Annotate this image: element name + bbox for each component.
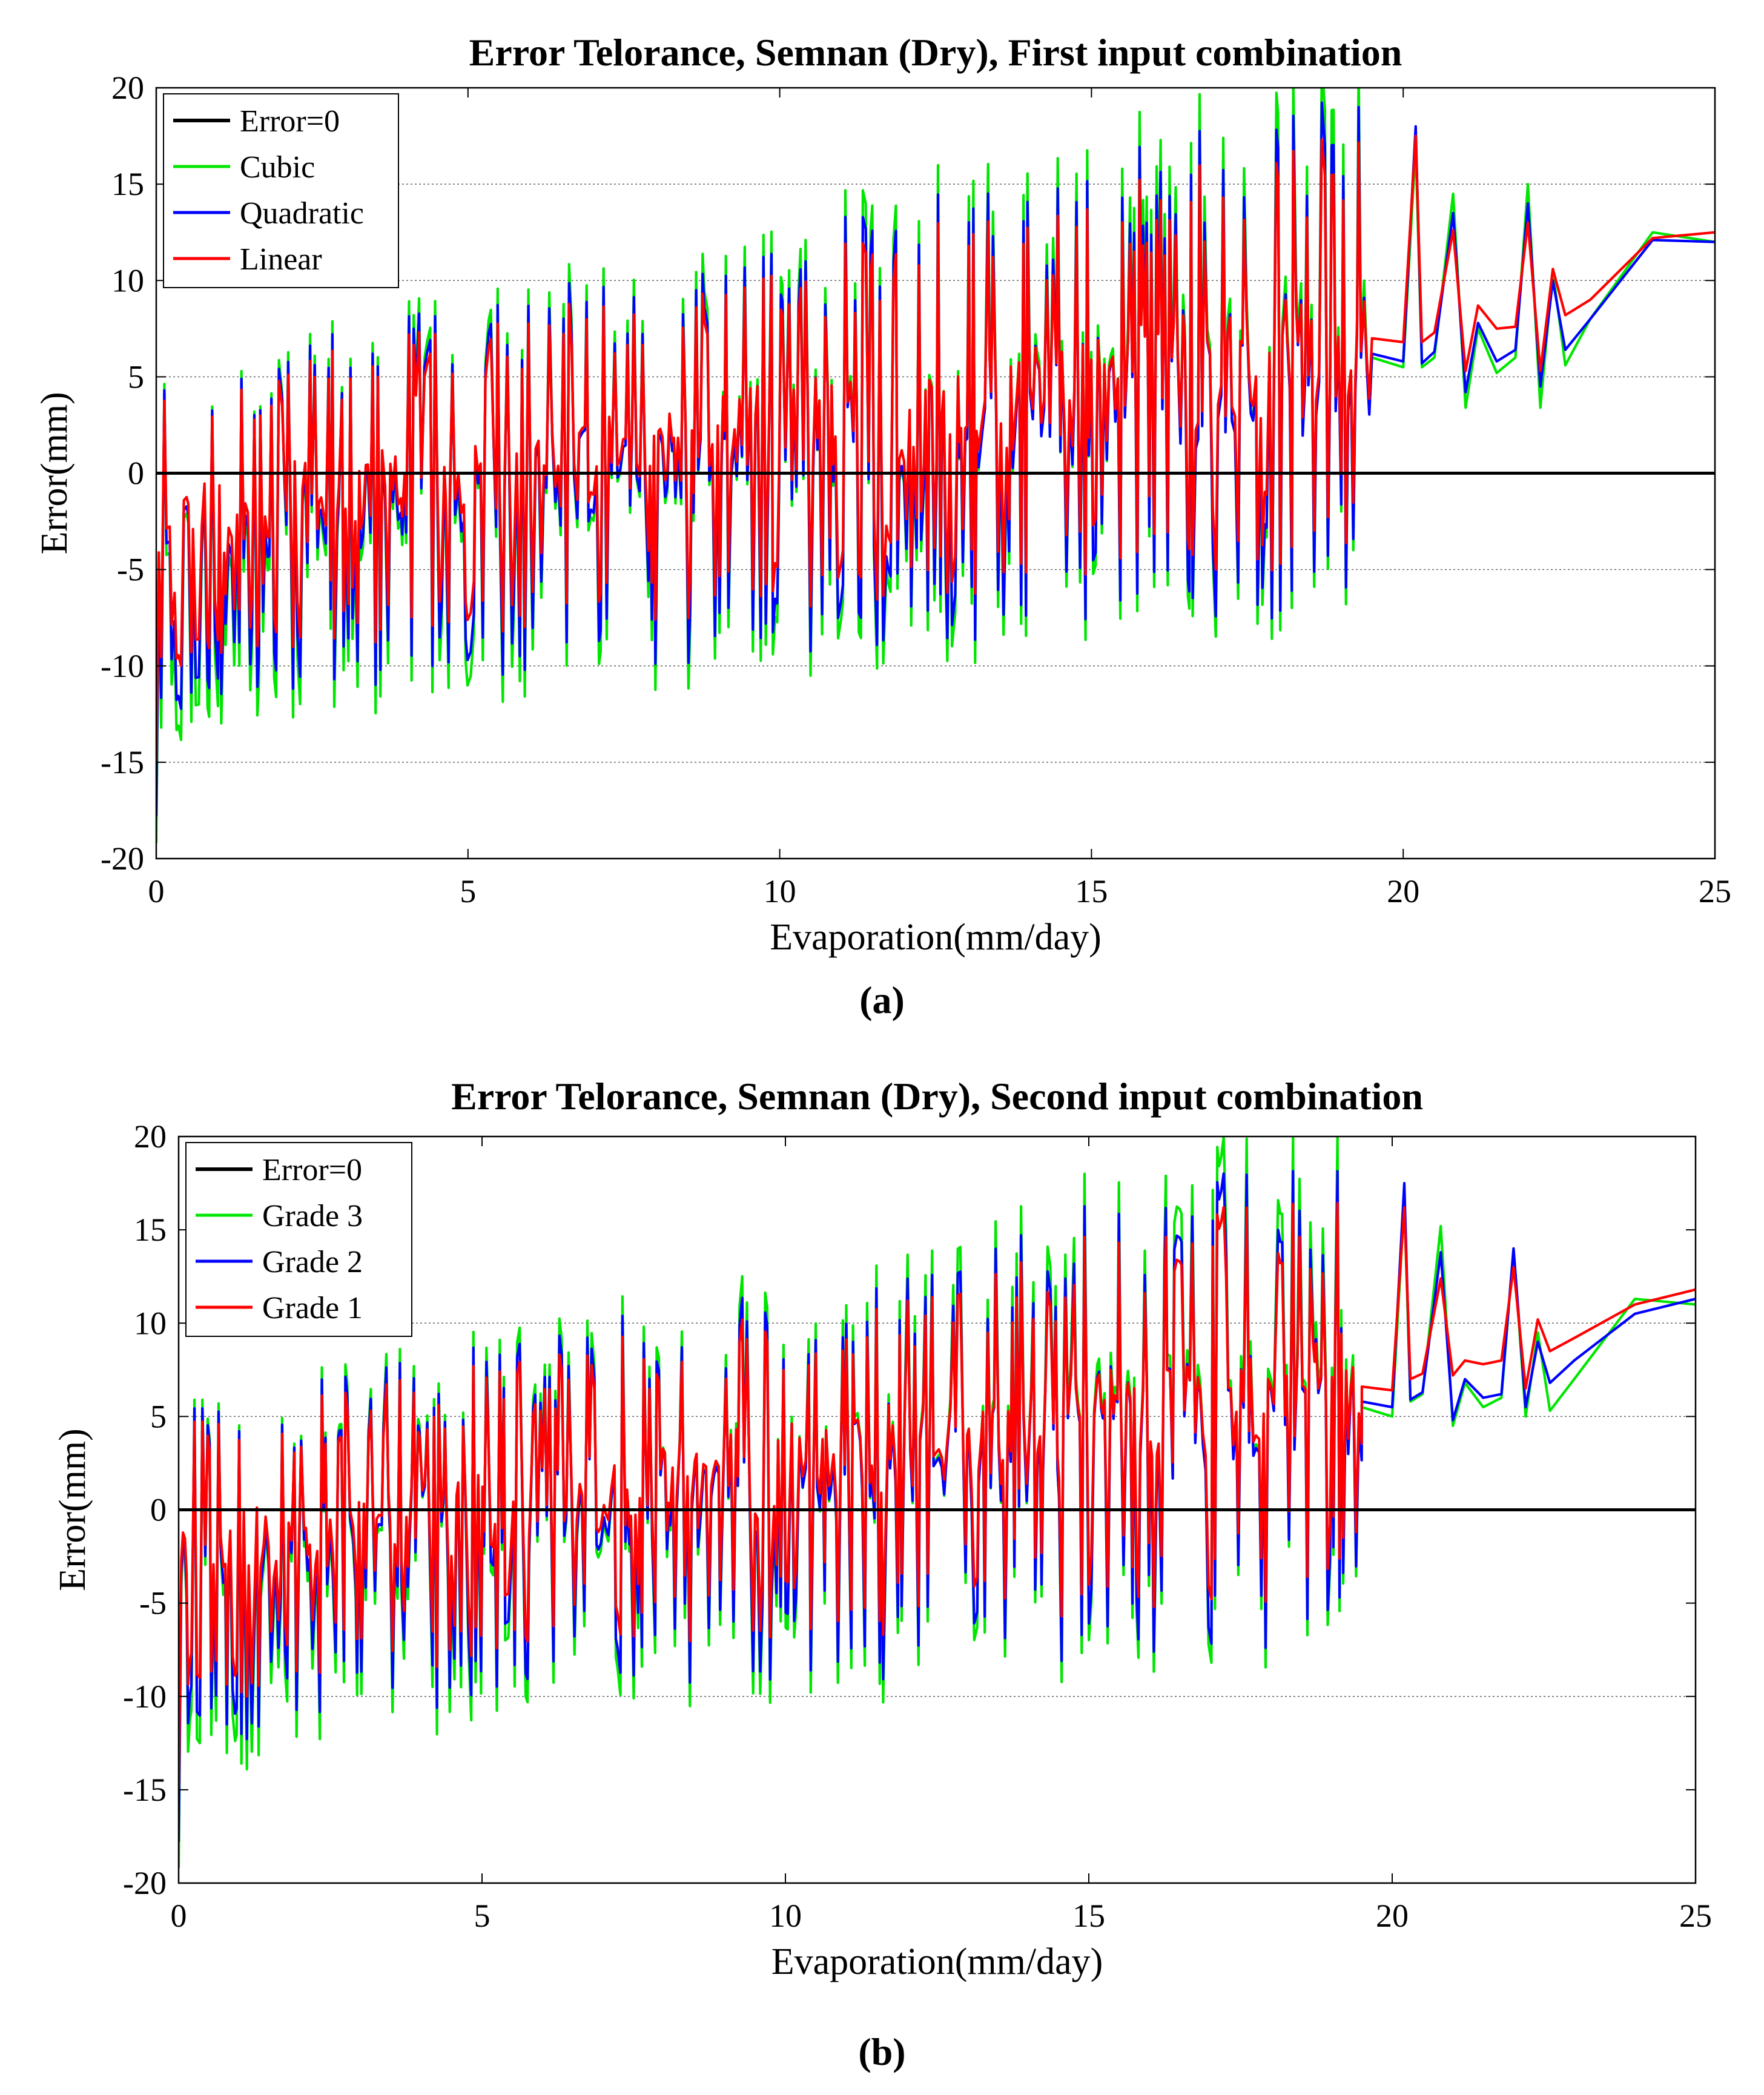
y-tick-label: 10 <box>111 262 144 299</box>
series-line-linear <box>156 134 1715 762</box>
series-line-grade-1 <box>179 1202 1696 1790</box>
legend-label-grade-3: Grade 3 <box>262 1199 363 1233</box>
legend-label-error-0: Error=0 <box>240 104 340 139</box>
y-tick-label: 10 <box>134 1305 167 1341</box>
x-tick-label: 20 <box>1376 1898 1409 1934</box>
x-tick-label: 0 <box>148 873 165 909</box>
y-tick-label: -20 <box>123 1865 167 1901</box>
y-tick-label: 5 <box>128 358 144 395</box>
y-tick-label: -20 <box>101 840 144 877</box>
y-axis-label: Error(mm) <box>34 392 75 555</box>
legend-label-grade-1: Grade 1 <box>262 1291 363 1325</box>
y-tick-label: 0 <box>150 1492 167 1528</box>
y-tick-label: -15 <box>123 1772 167 1808</box>
y-tick-label: 20 <box>134 1118 167 1155</box>
x-tick-label: 15 <box>1072 1898 1105 1934</box>
y-tick-label: 15 <box>111 166 144 202</box>
chart-panel-a: Error Telorance, Semnan (Dry), First inp… <box>34 31 1731 1021</box>
chart-title: Error Telorance, Semnan (Dry), Second in… <box>451 1075 1423 1118</box>
x-tick-label: 5 <box>460 873 476 909</box>
legend-label-linear: Linear <box>240 242 322 277</box>
y-tick-label: 20 <box>111 70 144 106</box>
x-tick-label: 10 <box>764 873 796 909</box>
x-axis-label: Evaporation(mm/day) <box>771 1941 1103 1982</box>
y-tick-label: -5 <box>117 552 144 588</box>
chart-b-svg: Error Telorance, Semnan (Dry), Second in… <box>52 1075 1712 1982</box>
legend-box <box>185 1142 412 1337</box>
x-tick-label: 25 <box>1679 1898 1712 1934</box>
legend-label-quadratic: Quadratic <box>240 196 364 231</box>
x-tick-label: 0 <box>171 1898 187 1934</box>
x-tick-label: 10 <box>769 1898 802 1934</box>
x-tick-label: 25 <box>1699 873 1731 909</box>
legend-label-cubic: Cubic <box>240 150 315 185</box>
legend-label-error-0: Error=0 <box>262 1153 362 1187</box>
y-tick-label: -15 <box>101 744 144 780</box>
caption-b: (b) <box>858 2030 906 2073</box>
chart-a-svg: Error Telorance, Semnan (Dry), First inp… <box>34 31 1731 958</box>
x-tick-label: 20 <box>1387 873 1419 909</box>
y-axis-label: Error(mm) <box>52 1428 93 1591</box>
legend-box <box>163 93 399 288</box>
chart-panel-b: Error Telorance, Semnan (Dry), Second in… <box>0 1054 1764 2095</box>
x-axis-label: Evaporation(mm/day) <box>770 917 1102 958</box>
y-tick-label: -5 <box>139 1585 167 1622</box>
caption-a: (a) <box>859 978 905 1021</box>
legend-label-grade-2: Grade 2 <box>262 1245 363 1279</box>
y-tick-label: -10 <box>123 1678 167 1715</box>
x-tick-label: 5 <box>474 1898 491 1934</box>
y-tick-label: -10 <box>101 648 144 684</box>
y-tick-label: 15 <box>134 1212 167 1248</box>
y-tick-label: 0 <box>128 455 144 492</box>
chart-title: Error Telorance, Semnan (Dry), First inp… <box>469 31 1402 74</box>
x-tick-label: 15 <box>1075 873 1108 909</box>
y-tick-label: 5 <box>150 1398 167 1434</box>
